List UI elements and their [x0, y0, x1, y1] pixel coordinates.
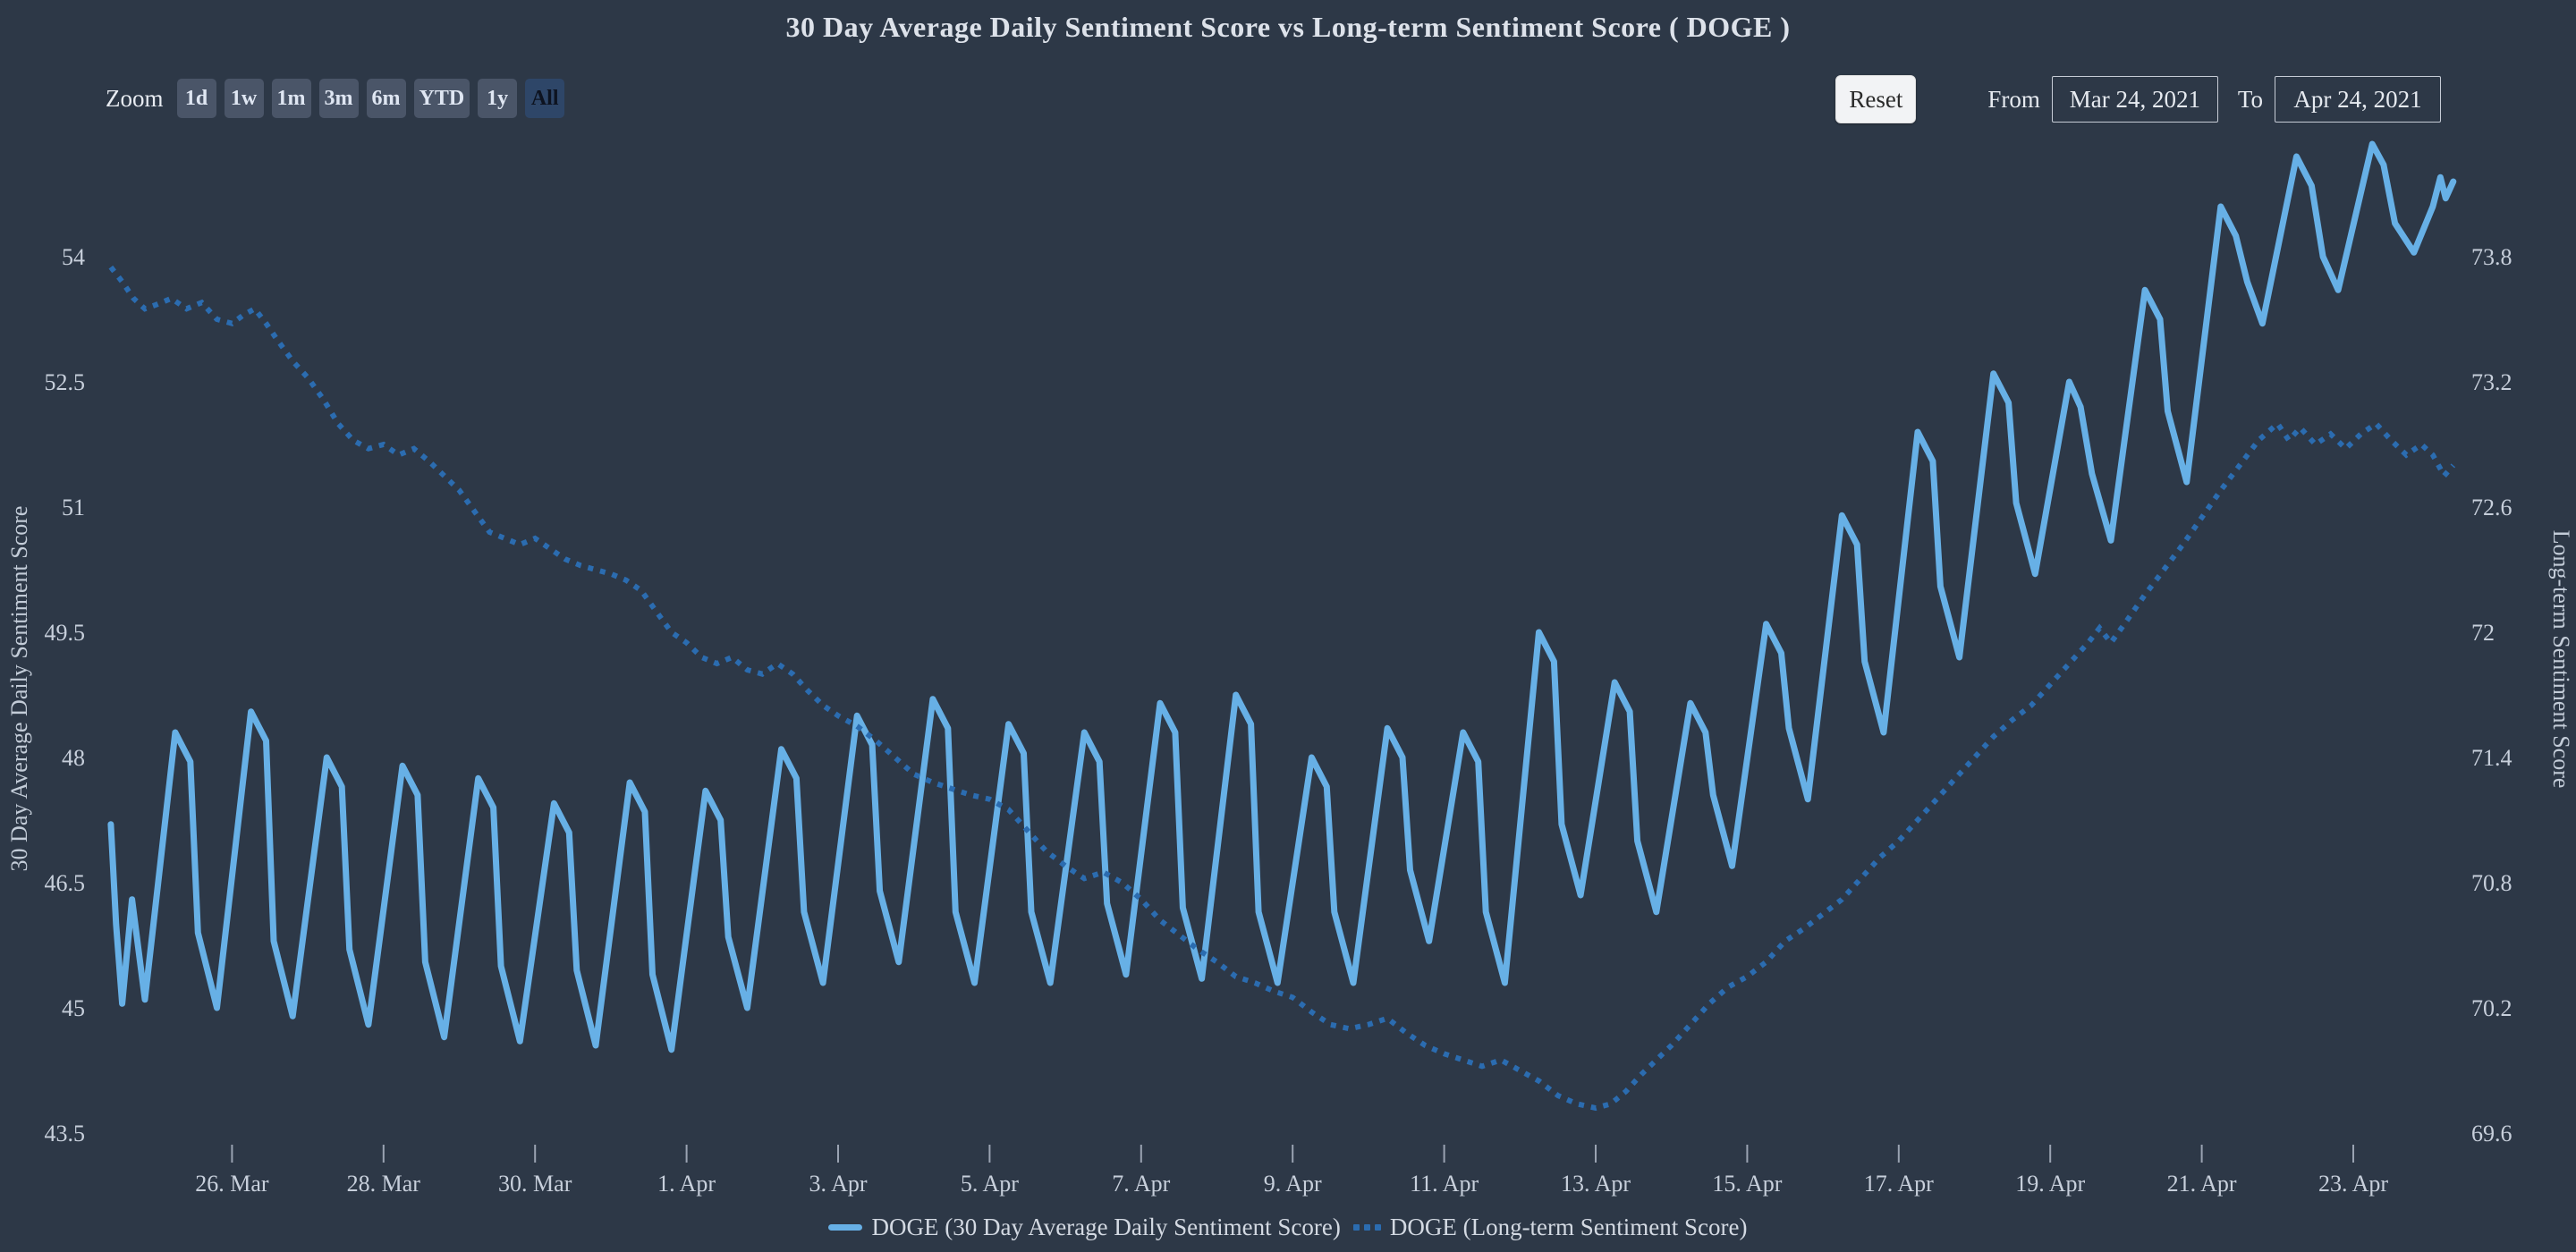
zoom-button-6m[interactable]: 6m: [366, 79, 406, 118]
zoom-button-1y[interactable]: 1y: [478, 79, 518, 118]
y-left-tick-label: 54: [62, 244, 85, 270]
x-tick-label: 15. Apr: [1712, 1171, 1782, 1197]
y-left-tick-label: 51: [62, 495, 85, 520]
range-toolbar: Reset From To: [1835, 75, 2441, 123]
to-label: To: [2237, 85, 2263, 113]
x-tick-label: 21. Apr: [2167, 1171, 2237, 1197]
y-left-tick-label: 45: [62, 995, 85, 1021]
legend: DOGE (30 Day Average Daily Sentiment Sco…: [0, 1214, 2576, 1241]
y-left-tick-label: 49.5: [45, 620, 86, 646]
legend-solid-line-icon: [828, 1224, 863, 1231]
series-line-30day-avg: [107, 140, 2457, 1053]
zoom-label: Zoom: [106, 84, 164, 112]
x-tick-label: 26. Mar: [195, 1171, 269, 1197]
y-left-tick-label: 48: [62, 745, 85, 771]
zoom-toolbar: Zoom 1d 1w 1m 3m 6m YTD 1y All: [106, 79, 565, 118]
zoom-button-1w[interactable]: 1w: [224, 79, 264, 118]
x-tick-label: 28. Mar: [347, 1171, 421, 1197]
y-left-axis-title: 30 Day Average Daily Sentiment Score: [6, 506, 32, 872]
series-line-longterm: [108, 265, 2456, 1112]
legend-label: DOGE (30 Day Average Daily Sentiment Sco…: [871, 1214, 1341, 1240]
x-tick-label: 5. Apr: [961, 1171, 1019, 1197]
y-right-tick-label: 73.8: [2471, 244, 2512, 270]
from-label: From: [1987, 85, 2040, 113]
y-right-axis-title: Long-term Sentiment Score: [2548, 530, 2574, 789]
y-axis-right: 73.8 73.2 72.6 72 71.4 70.8 70.2 69.6 Long-term …: [2471, 244, 2574, 1146]
y-right-tick-label: 70.8: [2471, 870, 2512, 896]
y-right-tick-label: 72: [2471, 620, 2495, 646]
chart-title: 30 Day Average Daily Sentiment Score vs …: [785, 11, 1791, 43]
x-tick-label: 17. Apr: [1864, 1171, 1934, 1197]
zoom-button-group: 1d 1w 1m 3m 6m YTD 1y All: [176, 79, 565, 118]
legend-dotted-line-icon: [1352, 1224, 1381, 1231]
x-tick-label: 23. Apr: [2318, 1171, 2388, 1197]
zoom-button-1m[interactable]: 1m: [271, 79, 311, 118]
x-axis: 26. Mar 28. Mar 30. Mar 1. Apr 3. Apr 5. Apr 7…: [195, 1145, 2388, 1197]
legend-label: DOGE (Long-term Sentiment Score): [1389, 1214, 1748, 1240]
x-tick-label: 7. Apr: [1112, 1171, 1170, 1197]
y-left-tick-label: 46.5: [45, 870, 86, 896]
x-tick-label: 1. Apr: [657, 1171, 716, 1197]
zoom-button-ytd[interactable]: YTD: [413, 79, 470, 118]
x-tick-label: 19. Apr: [2015, 1171, 2085, 1197]
x-tick-label: 11. Apr: [1410, 1171, 1479, 1197]
zoom-button-1d[interactable]: 1d: [176, 79, 216, 118]
series-group: [107, 140, 2457, 1112]
y-right-tick-label: 71.4: [2471, 745, 2512, 771]
zoom-button-all[interactable]: All: [525, 79, 565, 118]
reset-button[interactable]: Reset: [1835, 75, 1917, 123]
y-axis-left: 54 52.5 51 49.5 48 46.5 45 43.5 30 Day Average D…: [6, 244, 85, 1146]
y-right-tick-label: 73.2: [2471, 369, 2512, 395]
from-date-input[interactable]: [2051, 76, 2218, 123]
y-right-tick-label: 70.2: [2471, 995, 2512, 1021]
x-tick-label: 3. Apr: [809, 1171, 868, 1197]
y-left-tick-label: 52.5: [45, 369, 86, 395]
x-tick-label: 9. Apr: [1264, 1171, 1322, 1197]
y-right-tick-label: 69.6: [2471, 1121, 2512, 1146]
y-right-tick-label: 72.6: [2471, 495, 2512, 520]
zoom-button-3m[interactable]: 3m: [318, 79, 359, 118]
legend-item-longterm[interactable]: DOGE (Long-term Sentiment Score): [1352, 1214, 1748, 1241]
y-left-tick-label: 43.5: [45, 1121, 86, 1146]
x-tick-label: 13. Apr: [1561, 1171, 1631, 1197]
legend-item-30day-avg[interactable]: DOGE (30 Day Average Daily Sentiment Sco…: [828, 1214, 1341, 1241]
to-date-input[interactable]: [2275, 76, 2441, 123]
x-tick-label: 30. Mar: [498, 1171, 572, 1197]
